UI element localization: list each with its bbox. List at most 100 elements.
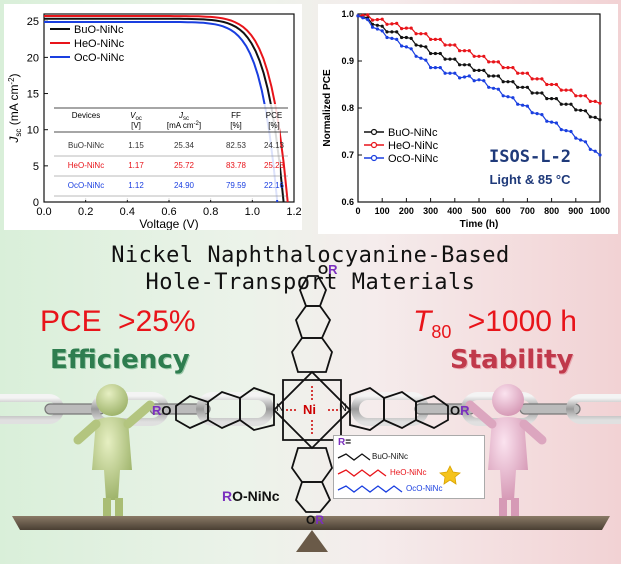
efficiency-label: Efficiency xyxy=(50,345,190,375)
molecule-caption: RO-NiNc xyxy=(222,488,280,504)
st-data-point xyxy=(462,75,467,79)
st-data-point xyxy=(511,96,515,100)
st-data-point xyxy=(438,37,442,42)
st-ytick-label: 0.8 xyxy=(341,103,354,113)
st-data-point xyxy=(443,57,447,61)
st-data-point xyxy=(433,66,437,70)
bottom-substituent: OR xyxy=(306,513,324,527)
jv-table-cell: HeO-NiNc xyxy=(68,161,104,170)
pce-op: > xyxy=(118,305,136,338)
st-data-point xyxy=(593,99,597,103)
st-data-point xyxy=(559,102,563,106)
right-r: R xyxy=(460,403,470,418)
st-data-point xyxy=(496,60,500,64)
st-xtick-label: 300 xyxy=(423,206,438,216)
st-data-point xyxy=(540,91,544,95)
st-data-point xyxy=(554,82,558,87)
jv-table-cell: BuO-NiNc xyxy=(68,141,104,150)
jv-ytick-label: 10 xyxy=(27,125,39,137)
st-data-point xyxy=(482,54,486,58)
st-data-point xyxy=(400,35,404,40)
st-data-point xyxy=(583,109,588,113)
st-xtick-label: 900 xyxy=(568,206,583,216)
top-o: O xyxy=(318,262,329,277)
st-data-point xyxy=(496,87,500,91)
st-data-point xyxy=(385,22,389,26)
st-xtick-label: 1000 xyxy=(590,206,610,216)
st-data-point xyxy=(395,37,399,42)
st-data-point xyxy=(598,118,602,122)
st-data-point xyxy=(472,54,476,58)
t80-op: > xyxy=(467,305,486,338)
st-data-point xyxy=(385,30,389,34)
st-xtick-label: 700 xyxy=(520,206,535,216)
jv-ylabel: Jsc (mA cm-2) xyxy=(7,73,23,143)
st-data-point xyxy=(443,71,447,75)
st-data-point xyxy=(501,80,505,84)
st-annotation: ISOS-L-2 xyxy=(489,147,571,167)
st-data-point xyxy=(472,68,476,72)
st-data-point xyxy=(404,35,408,40)
n-label-left: N xyxy=(276,402,284,414)
st-legend-label: HeO-NiNc xyxy=(388,140,439,152)
jv-table-cell: 82.53 xyxy=(226,141,247,150)
stability-chart-panel: 0 100 200 300 400 500 600 700 800 900 1000 0.6 0.7 0.… xyxy=(318,4,618,234)
st-data-point xyxy=(593,115,597,119)
st-data-point xyxy=(554,121,558,125)
pce-claim: PCE >25% xyxy=(40,305,196,339)
st-data-point xyxy=(375,18,379,22)
jv-table-unit: [mA cm-2] xyxy=(167,121,201,130)
st-data-point xyxy=(525,85,529,89)
st-data-point xyxy=(540,113,544,117)
st-series-line xyxy=(357,15,601,121)
left-o: O xyxy=(161,403,172,418)
st-data-point xyxy=(458,76,462,80)
green-figure xyxy=(73,384,155,518)
st-data-point xyxy=(477,68,481,72)
jv-xtick-label: 0.2 xyxy=(78,206,93,218)
st-data-point xyxy=(462,49,467,53)
r-chains xyxy=(337,453,461,493)
jv-xlabel: Voltage (V) xyxy=(139,217,198,230)
left-r: R xyxy=(152,403,162,418)
st-data-point xyxy=(487,60,491,64)
st-data-point xyxy=(598,101,602,105)
st-data-point xyxy=(472,79,476,83)
st-data-point xyxy=(496,74,500,78)
st-data-point xyxy=(525,104,529,108)
st-ytick-label: 0.7 xyxy=(341,150,354,160)
jv-table-header: Voc xyxy=(130,111,142,122)
st-xtick-label: 500 xyxy=(471,206,486,216)
st-data-point xyxy=(569,102,573,106)
st-data-point xyxy=(487,85,491,89)
st-data-point xyxy=(487,74,491,78)
st-data-point xyxy=(380,29,384,33)
st-data-point xyxy=(414,54,418,58)
st-data-point xyxy=(438,66,442,70)
st-data-point xyxy=(530,111,534,115)
st-data-point xyxy=(409,47,413,51)
st-data-point xyxy=(491,86,496,90)
st-data-point xyxy=(545,119,549,123)
jv-table-cell: 1.15 xyxy=(128,141,144,150)
st-xtick-label: 600 xyxy=(496,206,511,216)
st-data-point xyxy=(395,21,399,25)
jv-table-cell: 83.78 xyxy=(226,161,247,170)
jv-table-unit: [%] xyxy=(268,121,280,130)
jv-series-line xyxy=(44,15,289,203)
st-data-point xyxy=(395,30,399,34)
st-ytick-label: 1.0 xyxy=(341,9,354,19)
st-data-point xyxy=(424,32,428,36)
st-data-point xyxy=(574,94,578,98)
st-data-point xyxy=(429,37,433,42)
st-legend-marker xyxy=(370,141,378,149)
r-eq-label: R= xyxy=(338,437,352,448)
st-data-point xyxy=(579,108,583,112)
st-data-point xyxy=(458,63,462,67)
top-substituent: OR xyxy=(318,262,338,277)
st-data-point xyxy=(516,102,520,106)
jv-table-header: FF xyxy=(231,111,241,120)
star-icon xyxy=(439,465,461,485)
st-data-point xyxy=(375,27,379,31)
st-data-point xyxy=(530,77,534,81)
